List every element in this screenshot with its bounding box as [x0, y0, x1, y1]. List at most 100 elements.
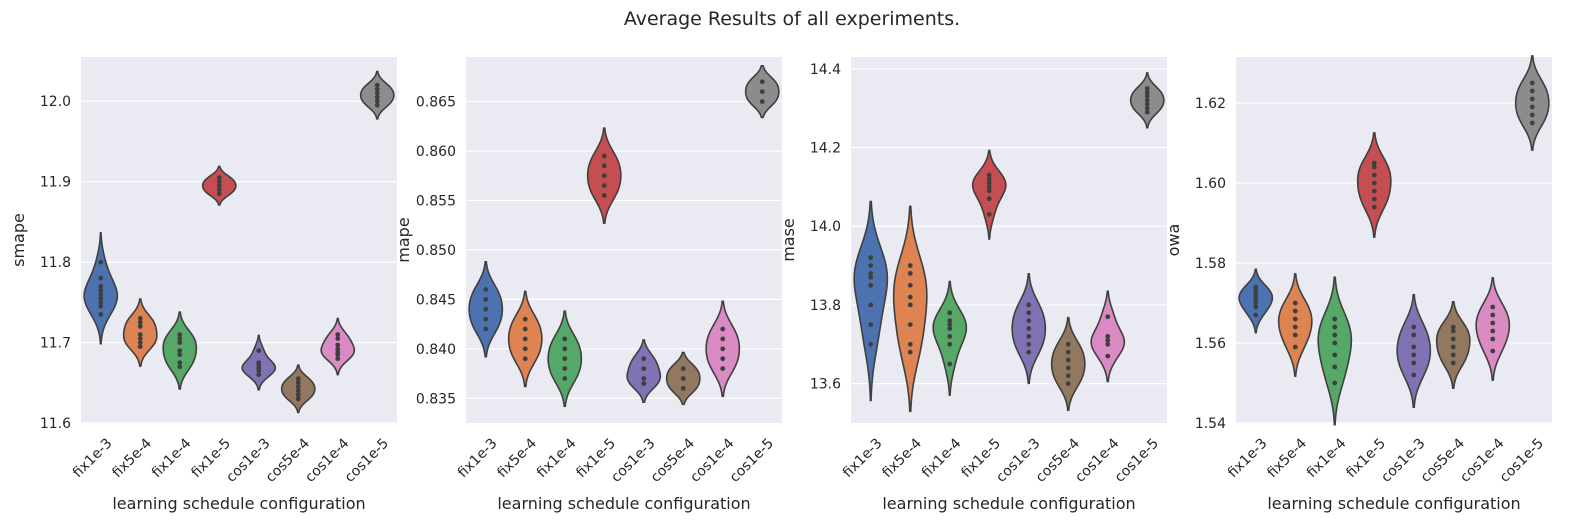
- data-point: [986, 176, 992, 182]
- violin-cos1e-5: [1514, 55, 1550, 151]
- data-point: [986, 188, 992, 194]
- data-point: [216, 183, 222, 189]
- data-point: [907, 282, 913, 288]
- y-tick-label: 0.840: [416, 342, 456, 358]
- data-point: [1065, 365, 1071, 371]
- y-tick-label: 13.6: [810, 377, 841, 393]
- data-point: [1332, 352, 1338, 358]
- data-point: [680, 366, 686, 371]
- data-point: [98, 299, 104, 305]
- x-tick-label: cos1e-5: [727, 435, 777, 485]
- data-point: [335, 346, 341, 352]
- data-point: [680, 376, 686, 381]
- x-tick-label: fix1e-4: [534, 435, 580, 481]
- data-point: [1065, 373, 1071, 379]
- data-point: [1490, 328, 1496, 334]
- y-tick-label: 1.56: [1195, 336, 1226, 352]
- data-point: [522, 356, 528, 362]
- data-point: [1292, 324, 1298, 330]
- data-point: [1371, 160, 1377, 166]
- data-point: [256, 372, 262, 378]
- data-point: [98, 287, 104, 293]
- x-tick-label: cos1e-5: [1112, 435, 1162, 485]
- data-point: [1490, 304, 1496, 310]
- x-axis-label: learning schedule configuration: [882, 494, 1135, 513]
- plot-area: [81, 57, 397, 423]
- data-point: [483, 296, 489, 302]
- y-tick-label: 14.4: [810, 62, 841, 78]
- data-point: [216, 175, 222, 181]
- data-point: [868, 282, 874, 288]
- data-point: [216, 191, 222, 197]
- data-point: [641, 356, 647, 362]
- x-tick-label: fix1e-3: [70, 435, 116, 481]
- data-point: [1026, 349, 1032, 355]
- data-point: [374, 82, 380, 88]
- data-point: [98, 291, 104, 297]
- data-point: [1144, 109, 1150, 115]
- data-point: [1371, 188, 1377, 194]
- data-point: [1144, 97, 1150, 103]
- data-point: [1253, 296, 1259, 302]
- chart-panel-mase: 13.6 13.8 14.0 14.2 14.4 fix1e-3fix5e-4fix1e-…: [779, 57, 1167, 513]
- data-point: [1105, 334, 1111, 339]
- data-point: [1065, 381, 1071, 387]
- violin-cos1e-3: [1396, 294, 1432, 408]
- y-tick-label: 13.8: [810, 298, 841, 314]
- chart-panel-smape: 11.6 11.7 11.8 11.9 12.0 fix1e-3fix5e-4fix1e-…: [9, 57, 397, 513]
- data-point: [1490, 348, 1496, 354]
- data-point: [1371, 180, 1377, 186]
- data-point: [177, 352, 183, 358]
- data-point: [256, 348, 262, 354]
- data-point: [720, 366, 726, 371]
- data-point: [137, 316, 143, 321]
- data-point: [1490, 312, 1496, 318]
- data-point: [947, 322, 953, 328]
- data-point: [680, 385, 686, 391]
- data-point: [335, 342, 341, 348]
- data-point: [907, 322, 913, 328]
- data-point: [137, 344, 143, 349]
- data-point: [335, 356, 341, 362]
- data-point: [759, 79, 765, 85]
- data-point: [868, 341, 874, 347]
- data-point: [562, 376, 568, 381]
- y-tick-label: 0.835: [416, 391, 456, 407]
- data-point: [562, 346, 568, 352]
- x-tick-label: fix1e-3: [455, 435, 501, 481]
- data-point: [374, 86, 380, 92]
- data-point: [601, 163, 607, 169]
- data-point: [986, 184, 992, 190]
- data-point: [1144, 101, 1150, 107]
- y-tick-label: 1.62: [1195, 96, 1226, 112]
- data-point: [1450, 324, 1456, 330]
- data-point: [216, 179, 222, 185]
- data-point: [1529, 112, 1535, 118]
- data-point: [1529, 96, 1535, 102]
- data-point: [1450, 352, 1456, 358]
- data-point: [1105, 341, 1111, 347]
- data-point: [907, 271, 913, 276]
- data-point: [1529, 88, 1535, 94]
- x-tick-label: fix1e-3: [1225, 435, 1271, 481]
- data-point: [1253, 292, 1259, 298]
- violin-fix5e-4: [892, 205, 928, 413]
- data-point: [986, 172, 992, 178]
- data-point: [483, 306, 489, 312]
- figure-title: Average Results of all experiments.: [624, 8, 960, 30]
- data-point: [177, 364, 183, 370]
- data-point: [98, 295, 104, 301]
- chart-panel-owa: 1.54 1.56 1.58 1.60 1.62 fix1e-3fix5e-4fix1e-…: [1164, 55, 1552, 513]
- data-point: [137, 320, 143, 325]
- data-point: [1026, 341, 1032, 347]
- data-point: [1253, 304, 1259, 310]
- data-point: [1065, 341, 1071, 347]
- violin-fix1e-3: [853, 200, 889, 402]
- data-point: [1332, 380, 1338, 386]
- data-point: [137, 324, 143, 329]
- x-tick-label: fix5e-4: [109, 435, 155, 481]
- data-point: [601, 153, 607, 159]
- data-point: [1371, 164, 1377, 170]
- data-point: [295, 380, 301, 386]
- data-point: [907, 349, 913, 355]
